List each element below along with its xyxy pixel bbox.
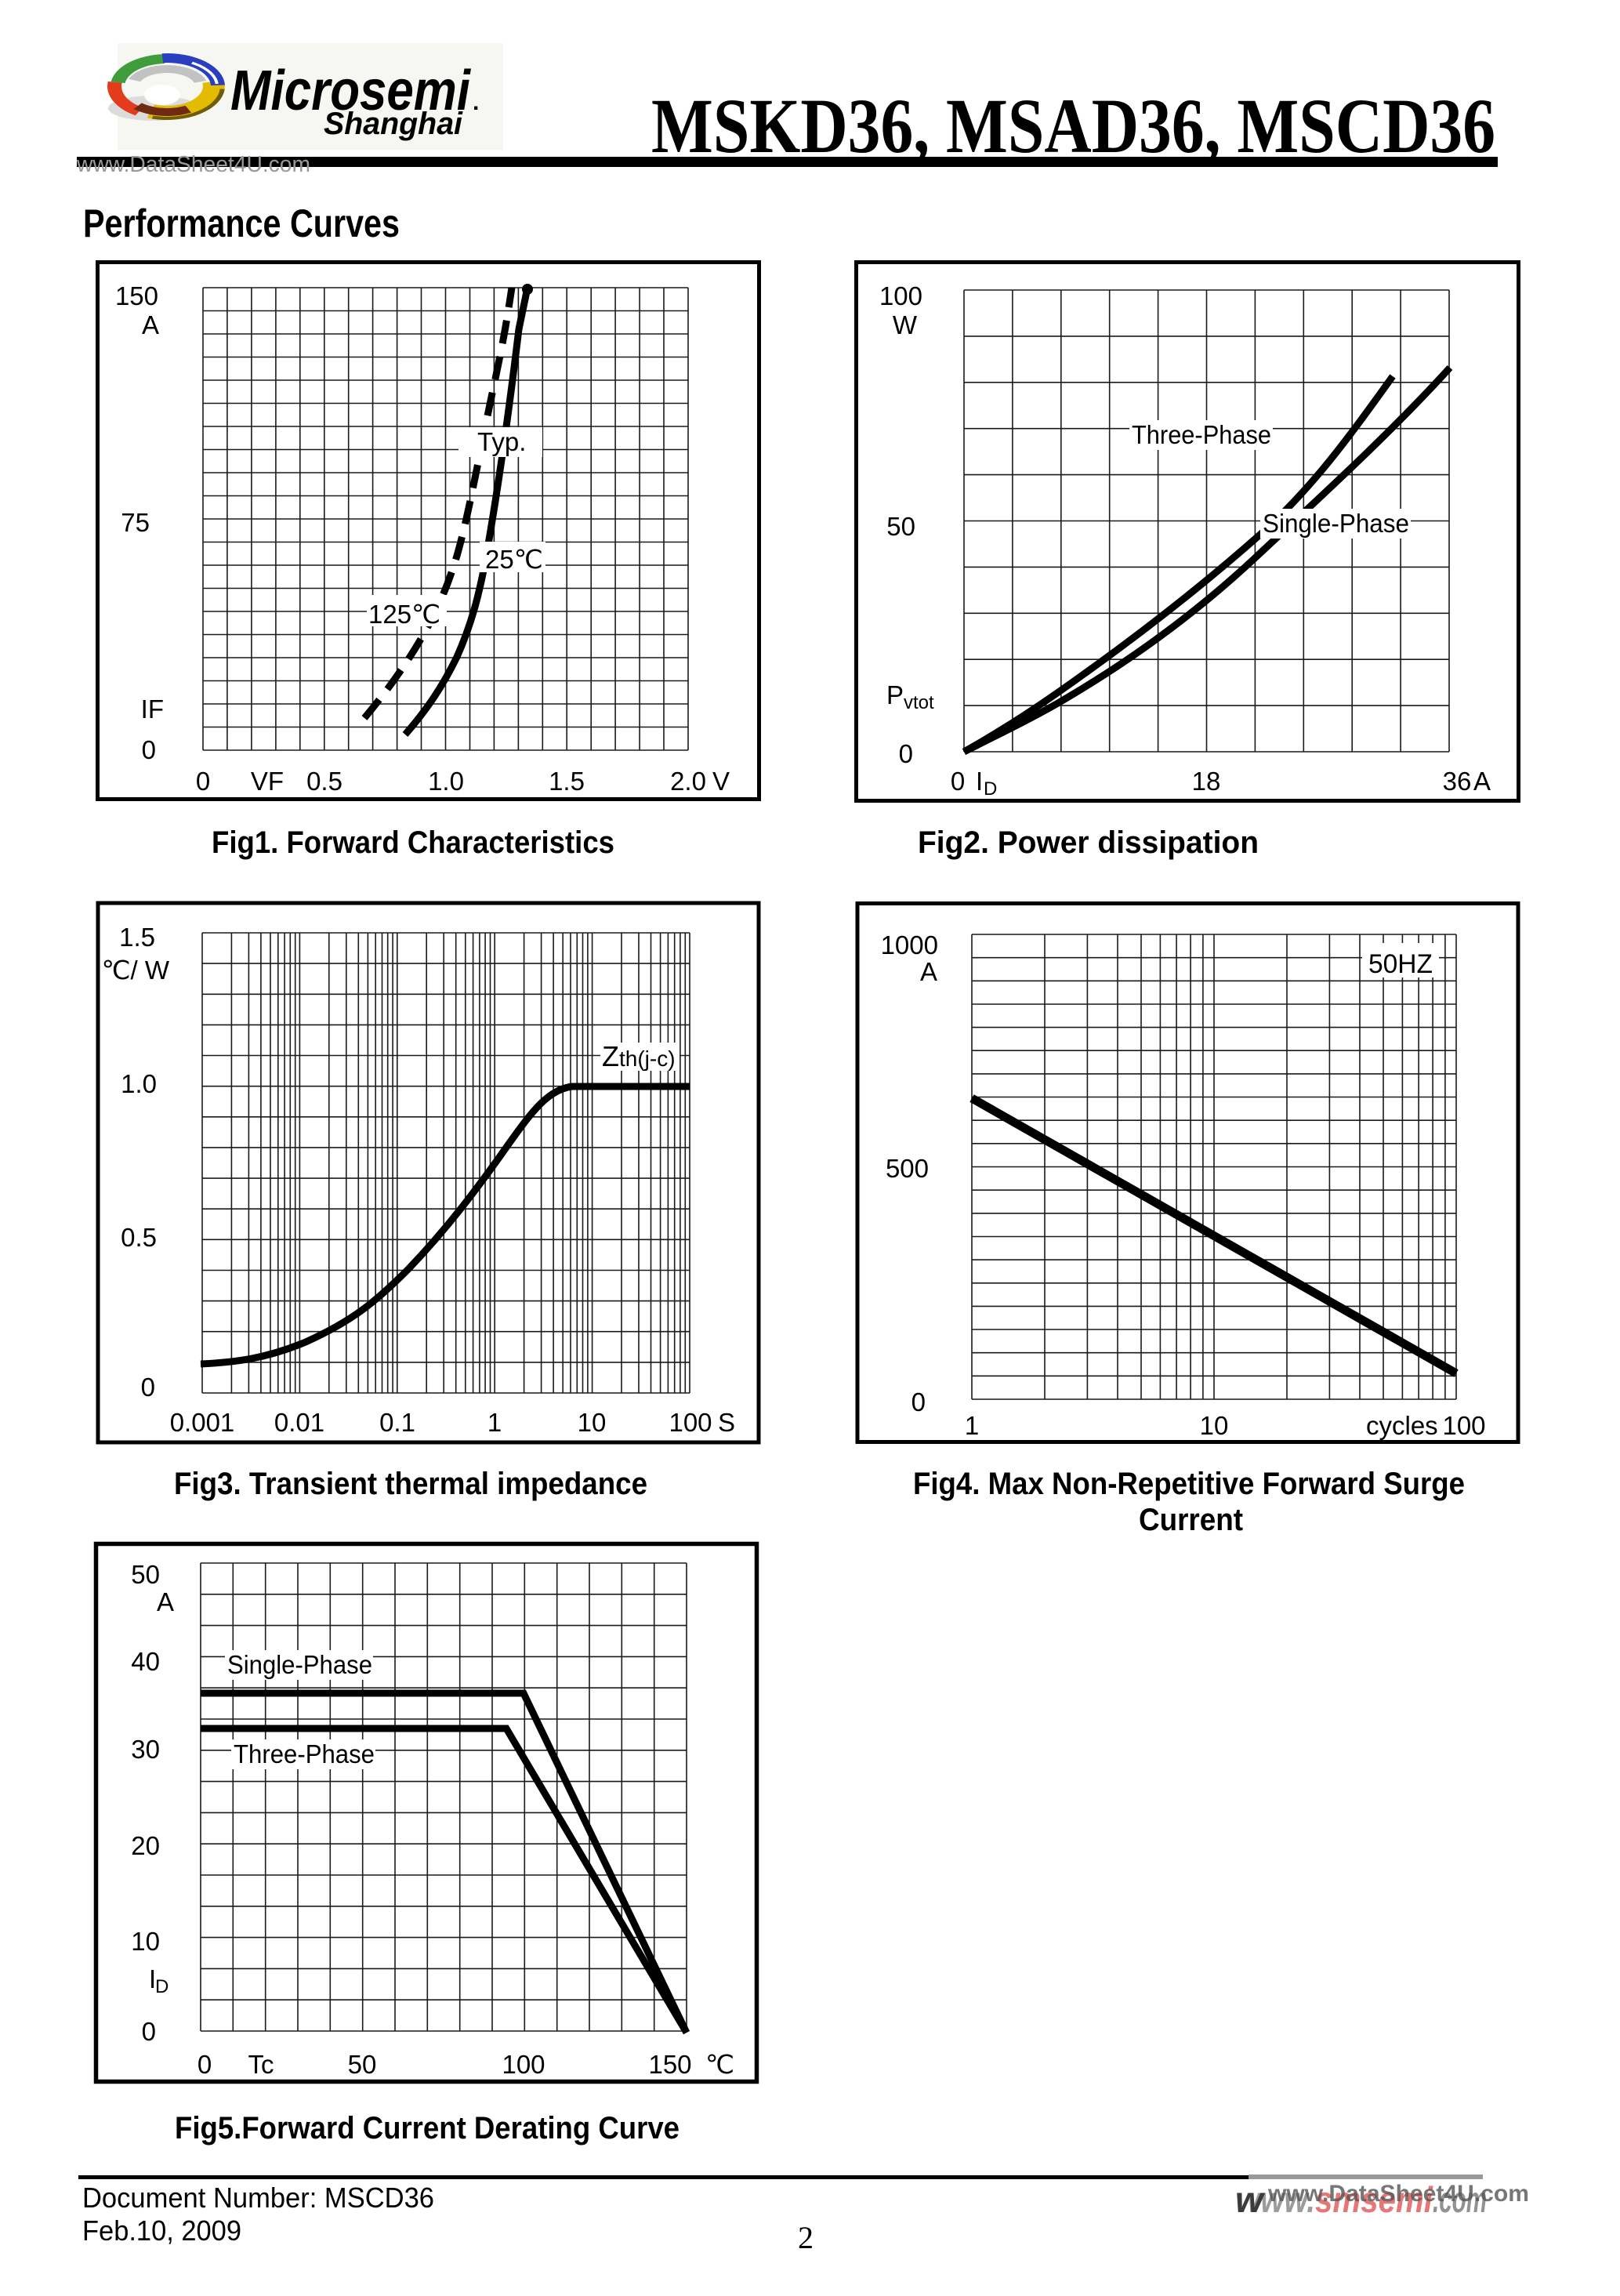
svg-text:www.: www. bbox=[1237, 2179, 1315, 2220]
svg-text:Tc: Tc bbox=[248, 2050, 274, 2079]
svg-text:0: 0 bbox=[911, 1387, 926, 1416]
svg-text:D: D bbox=[155, 1976, 169, 1997]
svg-text:D: D bbox=[984, 778, 997, 800]
svg-text:25℃: 25℃ bbox=[485, 545, 543, 574]
svg-text:Three-Phase: Three-Phase bbox=[234, 1739, 375, 1768]
svg-text:Typ.: Typ. bbox=[477, 427, 526, 456]
svg-text:A: A bbox=[1473, 767, 1491, 796]
svg-text:I: I bbox=[976, 767, 983, 796]
svg-text:Single-Phase: Single-Phase bbox=[1263, 509, 1409, 538]
svg-text:vtot: vtot bbox=[904, 692, 934, 713]
svg-text:100: 100 bbox=[669, 1408, 712, 1437]
svg-text:1.0: 1.0 bbox=[428, 767, 464, 796]
svg-text:A: A bbox=[142, 310, 159, 339]
svg-text:0.5: 0.5 bbox=[306, 767, 342, 796]
svg-text:.com: .com bbox=[1433, 2179, 1487, 2220]
svg-text:0.1: 0.1 bbox=[379, 1408, 415, 1437]
svg-text:0.5: 0.5 bbox=[121, 1223, 157, 1252]
svg-text:W: W bbox=[893, 310, 918, 339]
svg-text:th(j-c): th(j-c) bbox=[619, 1046, 676, 1071]
svg-text:0: 0 bbox=[141, 1373, 155, 1402]
svg-text:50HZ: 50HZ bbox=[1368, 949, 1433, 979]
svg-text:18: 18 bbox=[1192, 767, 1221, 796]
svg-text:P: P bbox=[886, 680, 904, 709]
svg-text:0: 0 bbox=[142, 2017, 156, 2046]
svg-text:I: I bbox=[149, 1964, 156, 1993]
svg-text:Three-Phase: Three-Phase bbox=[1132, 420, 1271, 449]
svg-text:50: 50 bbox=[886, 512, 915, 541]
svg-text:0: 0 bbox=[198, 2050, 212, 2079]
svg-text:IF: IF bbox=[141, 695, 164, 724]
svg-text:S: S bbox=[718, 1408, 735, 1437]
svg-text:36: 36 bbox=[1443, 767, 1472, 796]
svg-text:1: 1 bbox=[965, 1411, 979, 1440]
svg-text:100: 100 bbox=[1442, 1411, 1485, 1440]
svg-text:Fig5.Forward Current Derating: Fig5.Forward Current Derating Curve bbox=[175, 2111, 680, 2145]
svg-text:150: 150 bbox=[648, 2050, 691, 2079]
svg-text:10: 10 bbox=[578, 1408, 607, 1437]
svg-text:1.5: 1.5 bbox=[549, 767, 585, 796]
svg-text:10: 10 bbox=[131, 1927, 160, 1956]
svg-text:150: 150 bbox=[115, 281, 158, 310]
svg-text:1.0: 1.0 bbox=[121, 1069, 157, 1098]
svg-text:Fig1. Forward Characteristics: Fig1. Forward Characteristics bbox=[212, 825, 614, 860]
svg-text:100: 100 bbox=[502, 2050, 545, 2079]
svg-text:2: 2 bbox=[798, 2220, 814, 2255]
svg-text:Feb.10, 2009: Feb.10, 2009 bbox=[82, 2214, 241, 2247]
svg-text:2.0: 2.0 bbox=[670, 767, 706, 796]
svg-text:℃: ℃ bbox=[705, 2050, 734, 2079]
svg-text:100: 100 bbox=[879, 281, 922, 310]
svg-text:0.001: 0.001 bbox=[170, 1408, 235, 1437]
svg-text:30: 30 bbox=[131, 1735, 160, 1764]
svg-text:www.DataSheet4U.com: www.DataSheet4U.com bbox=[76, 152, 310, 177]
svg-text:w: w bbox=[1235, 2179, 1266, 2220]
svg-text:1000: 1000 bbox=[881, 930, 938, 959]
svg-text:Z: Z bbox=[602, 1040, 619, 1072]
svg-text:www.DataSheet4U.com: www.DataSheet4U.com bbox=[1267, 2181, 1529, 2207]
svg-text:A: A bbox=[920, 957, 937, 986]
svg-text:V: V bbox=[712, 767, 730, 796]
svg-text:50: 50 bbox=[348, 2050, 377, 2079]
svg-text:Fig3. Transient thermal impeda: Fig3. Transient thermal impedance bbox=[174, 1467, 647, 1501]
svg-text:℃/ W: ℃/ W bbox=[101, 956, 169, 985]
svg-text:Current: Current bbox=[1139, 1503, 1243, 1537]
svg-text:cycles: cycles bbox=[1366, 1411, 1438, 1440]
svg-text:40: 40 bbox=[131, 1647, 160, 1676]
svg-text:A: A bbox=[157, 1587, 174, 1616]
svg-text:0.01: 0.01 bbox=[274, 1408, 324, 1437]
svg-text:0: 0 bbox=[951, 767, 965, 796]
svg-text:Microsemi: Microsemi bbox=[230, 60, 472, 122]
svg-text:75: 75 bbox=[121, 508, 150, 537]
svg-text:Performance Curves: Performance Curves bbox=[83, 201, 400, 245]
svg-text:20: 20 bbox=[131, 1831, 160, 1860]
svg-text:0: 0 bbox=[196, 767, 210, 796]
svg-text:Document Number: MSCD36: Document Number: MSCD36 bbox=[82, 2182, 434, 2214]
svg-text:1: 1 bbox=[487, 1408, 502, 1437]
svg-text:500: 500 bbox=[886, 1154, 929, 1183]
svg-text:MSKD36, MSAD36, MSCD36: MSKD36, MSAD36, MSCD36 bbox=[651, 82, 1495, 169]
svg-text:Fig2. Power dissipation: Fig2. Power dissipation bbox=[918, 825, 1259, 860]
svg-text:.: . bbox=[473, 89, 479, 115]
svg-text:Fig4. Max Non-Repetitive Forwa: Fig4. Max Non-Repetitive Forward Surge bbox=[913, 1467, 1465, 1501]
svg-text:0: 0 bbox=[899, 739, 913, 768]
svg-text:125℃: 125℃ bbox=[368, 600, 440, 629]
svg-text:smsemi: smsemi bbox=[1315, 2179, 1433, 2220]
svg-text:0: 0 bbox=[142, 735, 156, 764]
svg-text:VF: VF bbox=[251, 767, 284, 796]
svg-text:10: 10 bbox=[1200, 1411, 1229, 1440]
svg-text:Shanghai: Shanghai bbox=[324, 107, 463, 141]
svg-text:1.5: 1.5 bbox=[119, 923, 155, 952]
svg-text:50: 50 bbox=[131, 1560, 160, 1589]
svg-text:Single-Phase: Single-Phase bbox=[227, 1650, 372, 1679]
